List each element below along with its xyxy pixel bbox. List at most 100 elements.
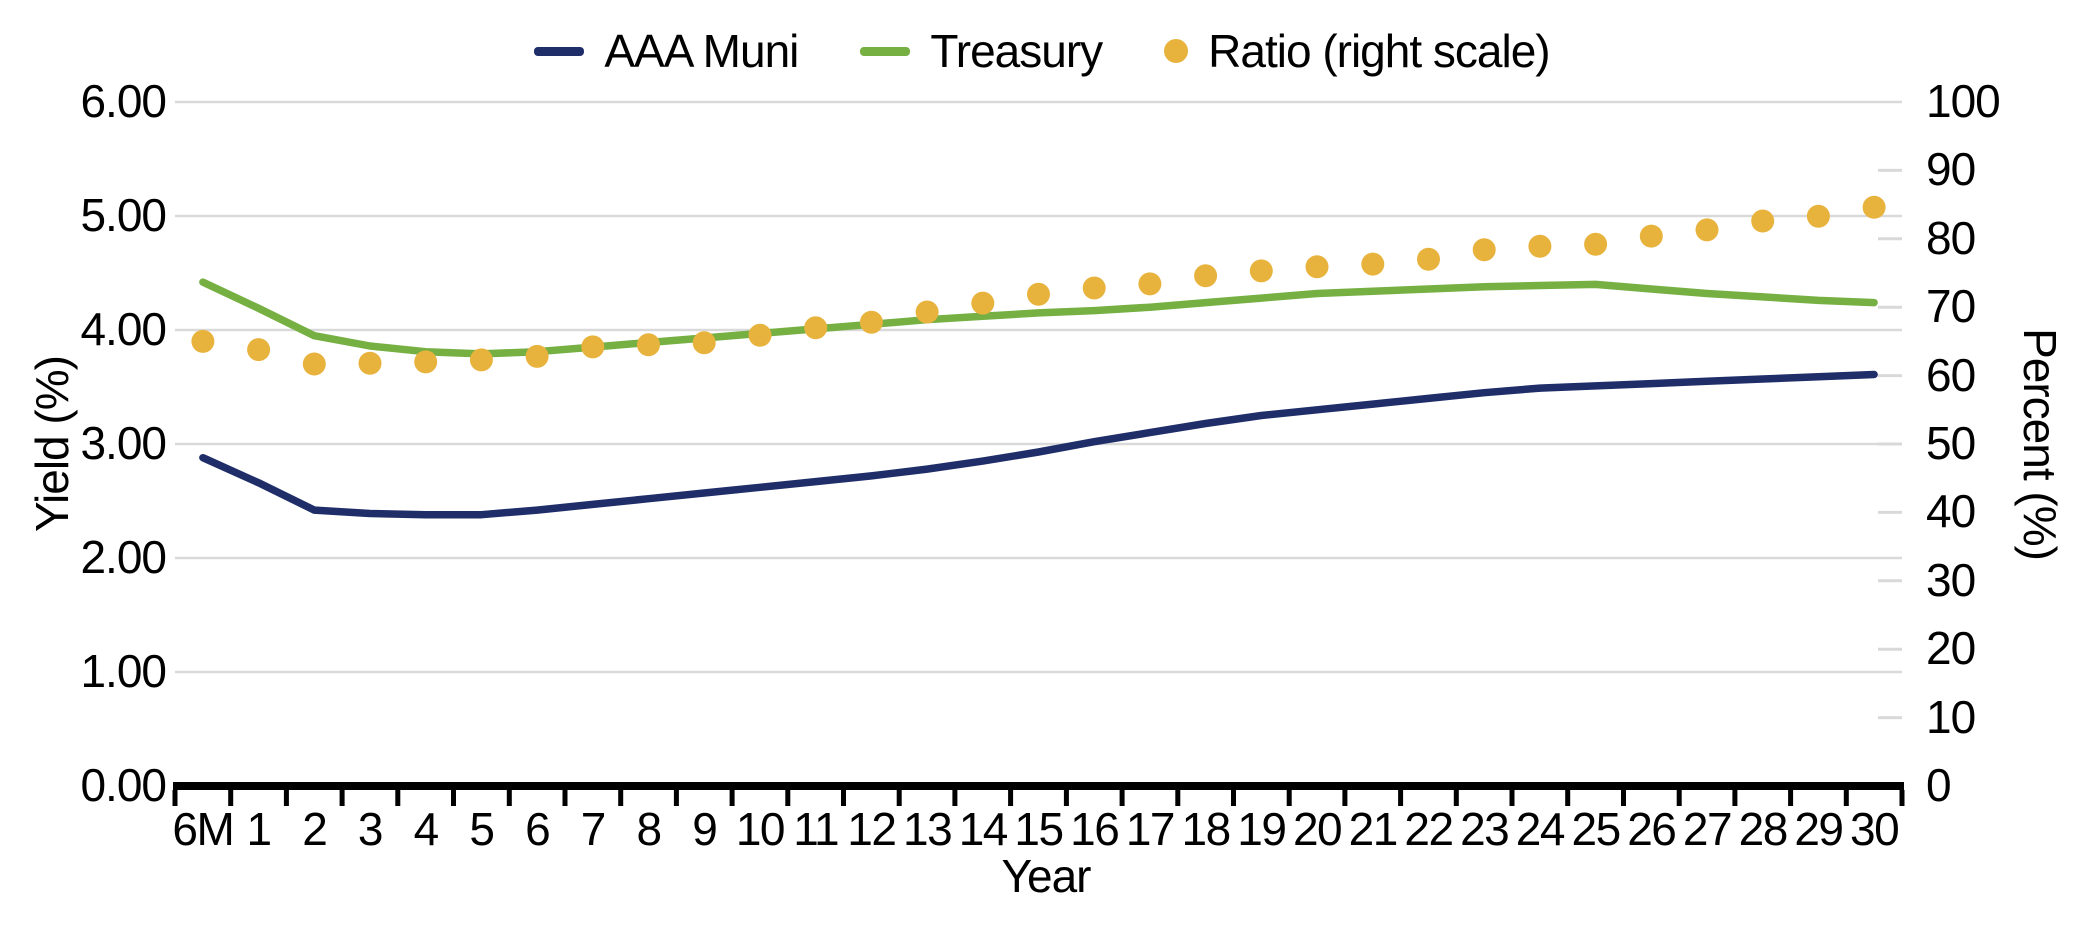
legend-label: Treasury <box>930 25 1103 77</box>
ratio-dot <box>302 352 326 376</box>
x-tick-label: 29 <box>1794 803 1844 855</box>
legend-label: Ratio (right scale) <box>1208 25 1550 77</box>
ratio-dot <box>1194 264 1218 288</box>
ratio-dot <box>1361 252 1385 276</box>
x-axis-tick <box>729 790 735 806</box>
x-tick-label: 13 <box>902 803 953 855</box>
ratio-dot <box>581 335 605 359</box>
x-tick-label: 4 <box>413 803 440 855</box>
left-axis-title: Yield (%) <box>26 356 78 532</box>
x-tick-label: 24 <box>1515 803 1566 855</box>
x-axis-tick <box>896 790 902 806</box>
right-tick-label: 20 <box>1926 622 1976 675</box>
x-tick-label: 1 <box>246 803 273 855</box>
x-tick-label: 5 <box>469 803 495 855</box>
ratio-dot <box>971 291 995 315</box>
ratio-dot <box>1806 204 1830 228</box>
legend-item-treasury: Treasury <box>860 24 1103 78</box>
ratio-dot <box>1249 259 1273 283</box>
x-axis-tick <box>618 790 624 806</box>
x-tick-label: 18 <box>1181 803 1232 855</box>
x-tick-label: 25 <box>1571 803 1622 855</box>
ratio-dot <box>1695 218 1719 242</box>
right-tick-label: 60 <box>1926 348 1976 401</box>
ratio-dot <box>859 310 883 334</box>
ratio-dot <box>804 316 828 340</box>
x-axis-tick <box>1008 790 1014 806</box>
right-tick-label: 30 <box>1926 553 1976 606</box>
ratio-dot <box>191 329 215 353</box>
right-tick-label: 70 <box>1926 280 1976 333</box>
ratio-dot <box>692 331 716 355</box>
x-axis-tick <box>1119 790 1125 806</box>
x-axis-tick <box>228 790 234 806</box>
ratio-dot <box>1472 238 1496 262</box>
right-axis-title: Percent (%) <box>2014 328 2066 560</box>
x-tick-label: 11 <box>793 803 839 855</box>
x-tick-label: 21 <box>1348 803 1399 855</box>
legend: AAA Muni Treasury Ratio (right scale) <box>0 24 2084 78</box>
ratio-dot <box>1138 272 1162 296</box>
x-tick-label: 14 <box>958 803 1009 855</box>
aaa-muni-line-marker-icon <box>534 46 585 56</box>
left-tick-label: 2.00 <box>80 530 167 583</box>
right-tick-label: 50 <box>1926 416 1976 469</box>
ratio-dot <box>1082 276 1106 300</box>
ratio-dot <box>1305 255 1329 279</box>
x-axis-tick <box>506 790 512 806</box>
ratio-dot <box>637 333 660 357</box>
ratio-dot-marker-icon <box>1164 39 1189 63</box>
x-axis-tick <box>1398 790 1404 806</box>
left-tick-label: 6.00 <box>80 74 167 127</box>
x-tick-label: 2 <box>302 803 328 855</box>
x-tick-label: 9 <box>692 803 718 855</box>
ratio-dot <box>414 350 438 374</box>
x-axis-title: Year <box>1001 850 1092 902</box>
ratio-dot <box>525 344 549 368</box>
x-tick-label: 20 <box>1292 803 1343 855</box>
ratio-dot <box>1639 224 1663 248</box>
x-axis-tick <box>1676 790 1682 806</box>
left-tick-label: 4.00 <box>80 302 167 355</box>
right-tick-label: 40 <box>1926 485 1976 538</box>
x-tick-label: 23 <box>1460 803 1510 855</box>
x-axis-tick <box>395 790 401 806</box>
right-tick-label: 10 <box>1926 690 1976 743</box>
right-tick-label: 80 <box>1926 211 1976 264</box>
ratio-dot <box>1751 209 1775 233</box>
x-tick-label: 19 <box>1237 803 1287 855</box>
ratio-dot <box>469 348 493 372</box>
right-tick-label: 90 <box>1926 143 1976 196</box>
ratio-dot <box>1417 247 1440 271</box>
x-tick-label: 16 <box>1070 803 1120 855</box>
treasury-line-marker-icon <box>860 46 911 56</box>
x-tick-label: 22 <box>1404 803 1454 855</box>
x-axis-tick <box>952 790 958 806</box>
legend-item-ratio: Ratio (right scale) <box>1164 24 1551 78</box>
ratio-dot <box>1528 234 1552 258</box>
x-tick-label: 15 <box>1014 803 1064 855</box>
ratio-dot <box>247 338 271 362</box>
x-tick-label: 6M <box>172 803 234 855</box>
left-tick-label: 0.00 <box>80 758 167 811</box>
left-tick-label: 1.00 <box>80 644 167 697</box>
x-axis-tick <box>1342 790 1348 806</box>
x-axis-tick <box>1788 790 1794 806</box>
ratio-dot <box>358 351 382 375</box>
x-axis-tick <box>785 790 791 806</box>
left-tick-label: 3.00 <box>80 416 167 469</box>
x-tick-label: 30 <box>1850 803 1900 855</box>
ratio-dot <box>915 300 939 324</box>
x-axis-line <box>173 782 1904 790</box>
x-axis-tick <box>1565 790 1571 806</box>
x-tick-label: 3 <box>357 803 384 855</box>
ratio-dot <box>1584 232 1608 256</box>
x-axis-tick <box>1286 790 1292 806</box>
ratio-dot <box>1862 195 1886 219</box>
series-aaa-muni <box>199 370 1878 519</box>
x-axis-tick <box>562 790 568 806</box>
x-axis-tick <box>1175 790 1181 806</box>
x-axis-tick <box>172 790 178 806</box>
